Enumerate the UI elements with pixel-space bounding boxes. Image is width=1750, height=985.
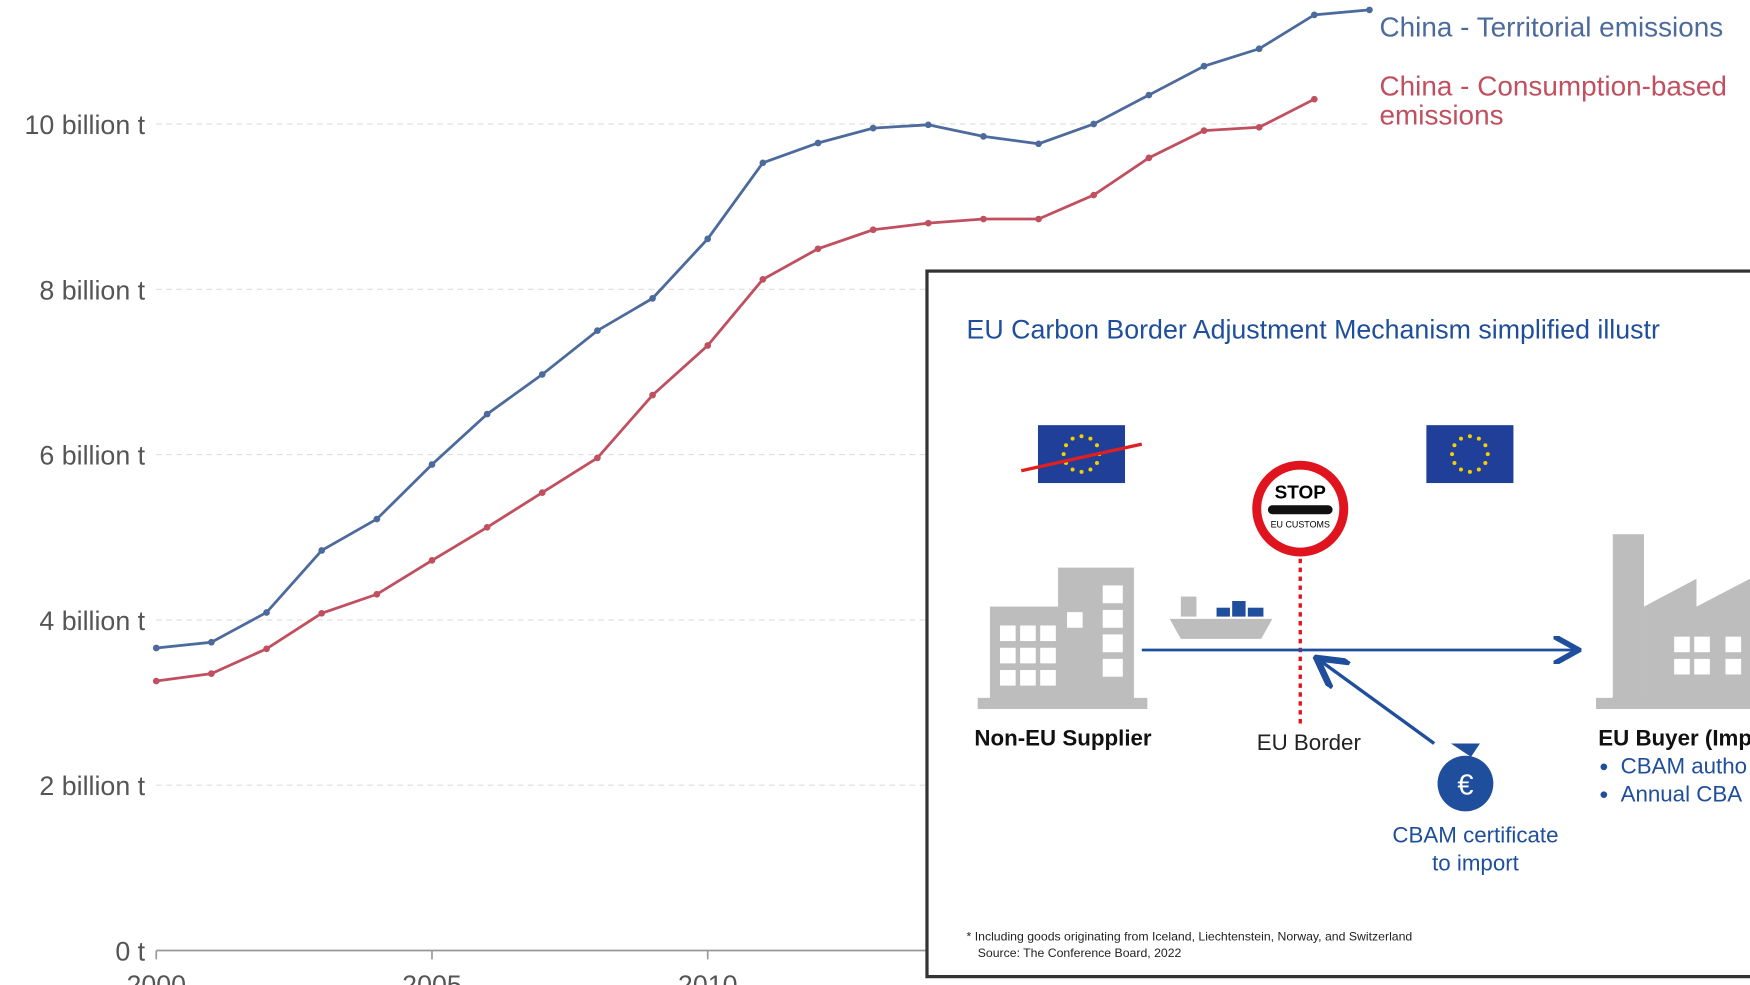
data-point	[869, 124, 877, 132]
data-point	[208, 638, 215, 646]
data-point	[980, 215, 987, 223]
data-point	[1145, 154, 1153, 162]
data-point	[1255, 45, 1263, 53]
legend-label: China - Territorial emissions	[1379, 12, 1724, 44]
data-point	[318, 609, 326, 617]
data-point	[1310, 11, 1318, 19]
y-tick-label: 0 t	[115, 937, 145, 967]
data-point	[1200, 127, 1208, 134]
data-point	[152, 677, 160, 685]
series-line	[156, 97, 1315, 683]
y-tick-label: 6 billion t	[39, 441, 145, 471]
data-point	[704, 235, 712, 243]
data-point	[1310, 95, 1318, 103]
legend-label: China - Consumption-based emissions	[1379, 71, 1727, 132]
data-point	[924, 121, 932, 129]
data-point	[1366, 6, 1373, 14]
x-tick-label: 2010	[678, 970, 738, 985]
data-point	[594, 327, 601, 334]
data-point	[649, 295, 656, 302]
data-point	[1255, 123, 1263, 131]
y-tick-label: 4 billion t	[39, 606, 145, 636]
data-point	[263, 609, 270, 616]
data-point	[1035, 140, 1042, 148]
data-point	[649, 391, 656, 399]
data-point	[318, 547, 326, 554]
data-point	[428, 557, 436, 564]
data-point	[759, 276, 767, 283]
data-point	[924, 219, 932, 227]
data-point	[1090, 120, 1098, 128]
data-point	[1145, 91, 1153, 99]
data-point	[263, 645, 270, 653]
data-point	[814, 139, 822, 147]
data-point	[814, 245, 822, 253]
data-point	[483, 410, 491, 418]
data-point	[869, 226, 877, 234]
series-line	[156, 8, 1370, 650]
data-point	[1035, 215, 1042, 223]
data-point	[208, 670, 215, 677]
data-point	[1200, 62, 1208, 70]
y-tick-label: 10 billion t	[25, 110, 146, 140]
data-point	[594, 454, 601, 462]
data-point	[980, 133, 987, 140]
data-point	[704, 342, 712, 349]
data-point	[483, 523, 491, 531]
data-point	[759, 159, 767, 167]
data-point	[1090, 191, 1098, 199]
data-point	[373, 590, 381, 598]
data-point	[373, 515, 381, 523]
x-tick-label: 2000	[126, 970, 186, 985]
data-point	[538, 489, 546, 496]
y-tick-label: 8 billion t	[39, 275, 145, 305]
data-point	[428, 461, 436, 468]
x-tick-label: 2005	[402, 970, 462, 985]
data-point	[538, 371, 546, 378]
y-tick-label: 2 billion t	[39, 771, 145, 801]
data-point	[152, 644, 160, 652]
